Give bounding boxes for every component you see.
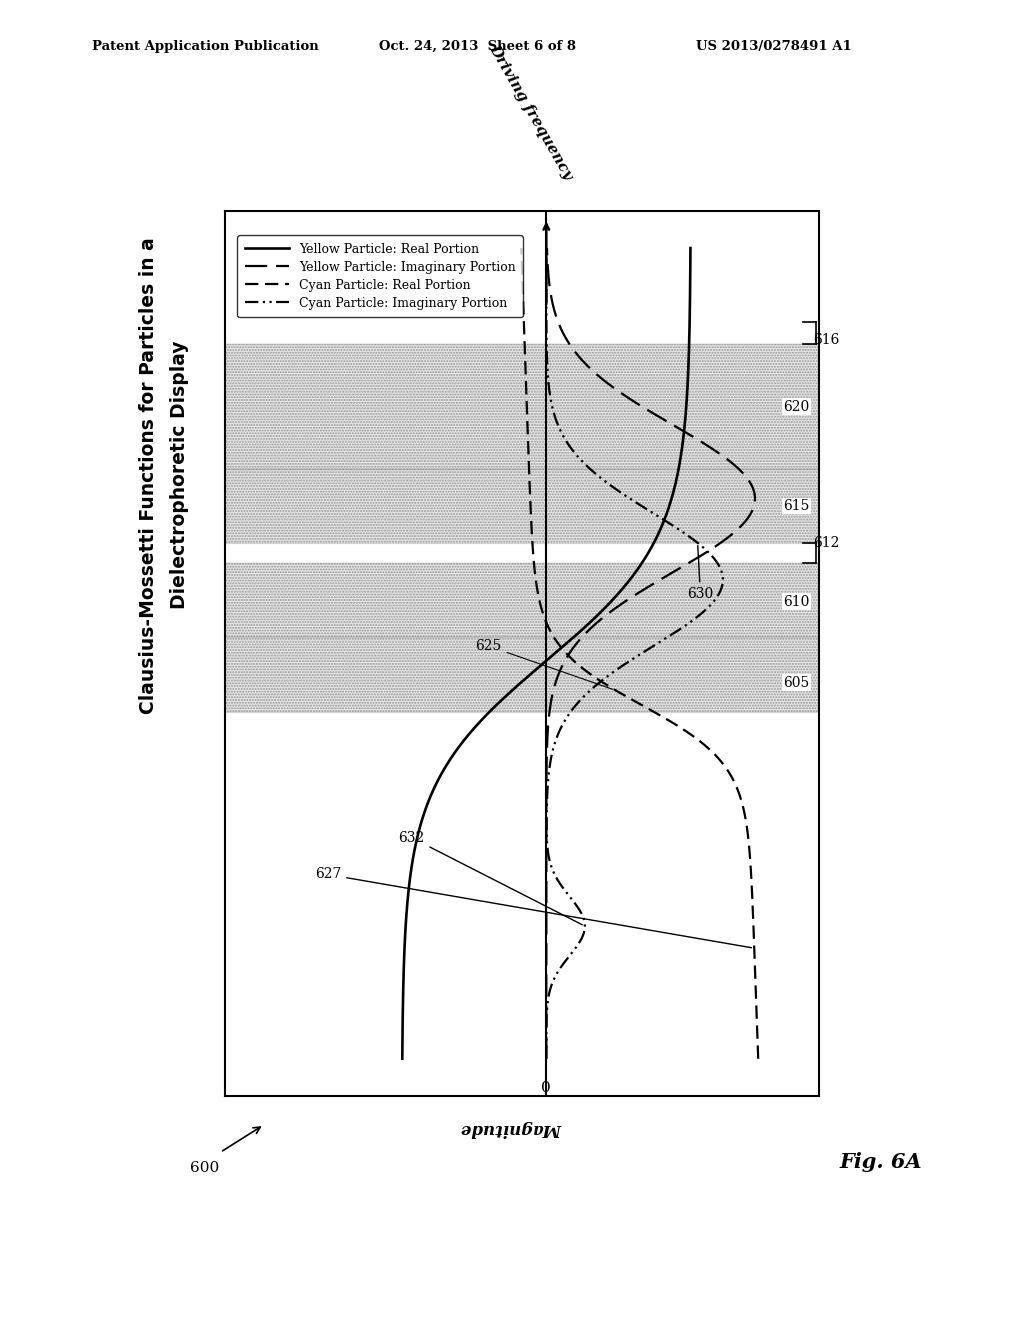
Line: Cyan Particle: Imaginary Portion: Cyan Particle: Imaginary Portion (547, 248, 723, 1059)
Text: Driving frequency: Driving frequency (486, 42, 575, 182)
Text: Dielectrophoretic Display: Dielectrophoretic Display (170, 341, 188, 610)
Text: 615: 615 (783, 499, 810, 513)
Cyan Particle: Real Portion: (-0.0754, 1.07): Real Portion: (-0.0754, 1.07) (516, 264, 528, 280)
Text: 630: 630 (687, 545, 714, 602)
Text: 600: 600 (190, 1162, 219, 1175)
Line: Yellow Particle: Real Portion: Yellow Particle: Real Portion (402, 248, 690, 1059)
Text: 632: 632 (398, 830, 583, 925)
Text: 625: 625 (475, 639, 612, 689)
Yellow Particle: Imaginary Portion: (0.0516, 0.535): Imaginary Portion: (0.0516, 0.535) (557, 656, 569, 672)
Cyan Particle: Real Portion: (0.0987, 0.535): Real Portion: (0.0987, 0.535) (571, 656, 584, 672)
Cyan Particle: Real Portion: (-0.078, 1.1): Real Portion: (-0.078, 1.1) (515, 240, 527, 256)
Text: 610: 610 (783, 595, 810, 609)
Bar (225, 343, 819, 469)
Yellow Particle: Imaginary Portion: (0.37, 0.866): Imaginary Portion: (0.37, 0.866) (659, 412, 672, 428)
Text: Oct. 24, 2013  Sheet 6 of 8: Oct. 24, 2013 Sheet 6 of 8 (379, 40, 575, 53)
Text: 612: 612 (813, 536, 839, 550)
Cyan Particle: Imaginary Portion: (0.243, 0.535): Imaginary Portion: (0.243, 0.535) (618, 656, 631, 672)
Bar (225, 562, 819, 638)
Yellow Particle: Imaginary Portion: (1.13e-11, 0.0561): Imaginary Portion: (1.13e-11, 0.0561) (541, 1010, 553, 1026)
Line: Yellow Particle: Imaginary Portion: Yellow Particle: Imaginary Portion (547, 248, 755, 1059)
Cyan Particle: Real Portion: (0.655, 0.0561): Real Portion: (0.655, 0.0561) (751, 1010, 763, 1026)
Line: Cyan Particle: Real Portion: Cyan Particle: Real Portion (521, 248, 758, 1059)
Text: 616: 616 (813, 333, 839, 347)
Bar (225, 469, 819, 543)
Text: US 2013/0278491 A1: US 2013/0278491 A1 (696, 40, 852, 53)
Cyan Particle: Imaginary Portion: (0.000992, 0.0561): Imaginary Portion: (0.000992, 0.0561) (541, 1010, 553, 1026)
Text: 627: 627 (314, 867, 752, 948)
Bar (225, 638, 819, 713)
Text: 0: 0 (542, 1081, 551, 1094)
Yellow Particle: Real Portion: (-0.0139, 0.535): Real Portion: (-0.0139, 0.535) (536, 656, 548, 672)
Yellow Particle: Real Portion: (-0.447, 0.0561): Real Portion: (-0.447, 0.0561) (396, 1010, 409, 1026)
Text: Clausius-Mossetti Functions for Particles in a: Clausius-Mossetti Functions for Particle… (139, 236, 158, 714)
Yellow Particle: Imaginary Portion: (0.0256, 0.506): Imaginary Portion: (0.0256, 0.506) (549, 678, 561, 694)
Yellow Particle: Real Portion: (0.432, 0.866): Real Portion: (0.432, 0.866) (679, 412, 691, 428)
Cyan Particle: Imaginary Portion: (0.0308, 0.866): Imaginary Portion: (0.0308, 0.866) (550, 412, 562, 428)
Text: Fig. 6A: Fig. 6A (840, 1151, 923, 1172)
Bar (225, 343, 819, 469)
Cyan Particle: Imaginary Portion: (0.152, 0.506): Imaginary Portion: (0.152, 0.506) (589, 678, 601, 694)
Cyan Particle: Real Portion: (0.194, 0.506): Real Portion: (0.194, 0.506) (602, 678, 614, 694)
Bar (225, 469, 819, 543)
Yellow Particle: Imaginary Portion: (0.00565, 1.07): Imaginary Portion: (0.00565, 1.07) (542, 264, 554, 280)
Yellow Particle: Real Portion: (0.449, 1.1): Real Portion: (0.449, 1.1) (684, 240, 696, 256)
Cyan Particle: Real Portion: (0.66, 0): Real Portion: (0.66, 0) (752, 1051, 764, 1067)
Yellow Particle: Real Portion: (-0.449, 0): Real Portion: (-0.449, 0) (396, 1051, 409, 1067)
Cyan Particle: Imaginary Portion: (4.81e-06, 0): Imaginary Portion: (4.81e-06, 0) (541, 1051, 553, 1067)
Text: Magnitude: Magnitude (462, 1121, 562, 1137)
Cyan Particle: Real Portion: (-0.0754, 1.07): Real Portion: (-0.0754, 1.07) (516, 264, 528, 280)
Yellow Particle: Real Portion: (0.448, 1.07): Real Portion: (0.448, 1.07) (684, 264, 696, 280)
Bar (225, 638, 819, 713)
Bar (225, 562, 819, 638)
Cyan Particle: Imaginary Portion: (1.13e-05, 1.07): Imaginary Portion: (1.13e-05, 1.07) (541, 264, 553, 280)
Text: 605: 605 (783, 676, 810, 690)
Cyan Particle: Imaginary Portion: (1.17e-05, 1.07): Imaginary Portion: (1.17e-05, 1.07) (541, 264, 553, 280)
Yellow Particle: Real Portion: (0.448, 1.07): Real Portion: (0.448, 1.07) (684, 264, 696, 280)
Legend: Yellow Particle: Real Portion, Yellow Particle: Imaginary Portion, Cyan Particle: Yellow Particle: Real Portion, Yellow Pa… (238, 235, 523, 317)
Cyan Particle: Real Portion: (-0.0592, 0.866): Real Portion: (-0.0592, 0.866) (521, 412, 534, 428)
Yellow Particle: Imaginary Portion: (1.86e-13, 0): Imaginary Portion: (1.86e-13, 0) (541, 1051, 553, 1067)
Yellow Particle: Imaginary Portion: (0.00201, 1.1): Imaginary Portion: (0.00201, 1.1) (541, 240, 553, 256)
Yellow Particle: Imaginary Portion: (0.00574, 1.07): Imaginary Portion: (0.00574, 1.07) (542, 264, 554, 280)
Yellow Particle: Real Portion: (-0.0913, 0.506): Real Portion: (-0.0913, 0.506) (511, 678, 523, 694)
Text: Patent Application Publication: Patent Application Publication (92, 40, 318, 53)
Cyan Particle: Imaginary Portion: (2.05e-06, 1.1): Imaginary Portion: (2.05e-06, 1.1) (541, 240, 553, 256)
Text: 620: 620 (783, 400, 810, 413)
